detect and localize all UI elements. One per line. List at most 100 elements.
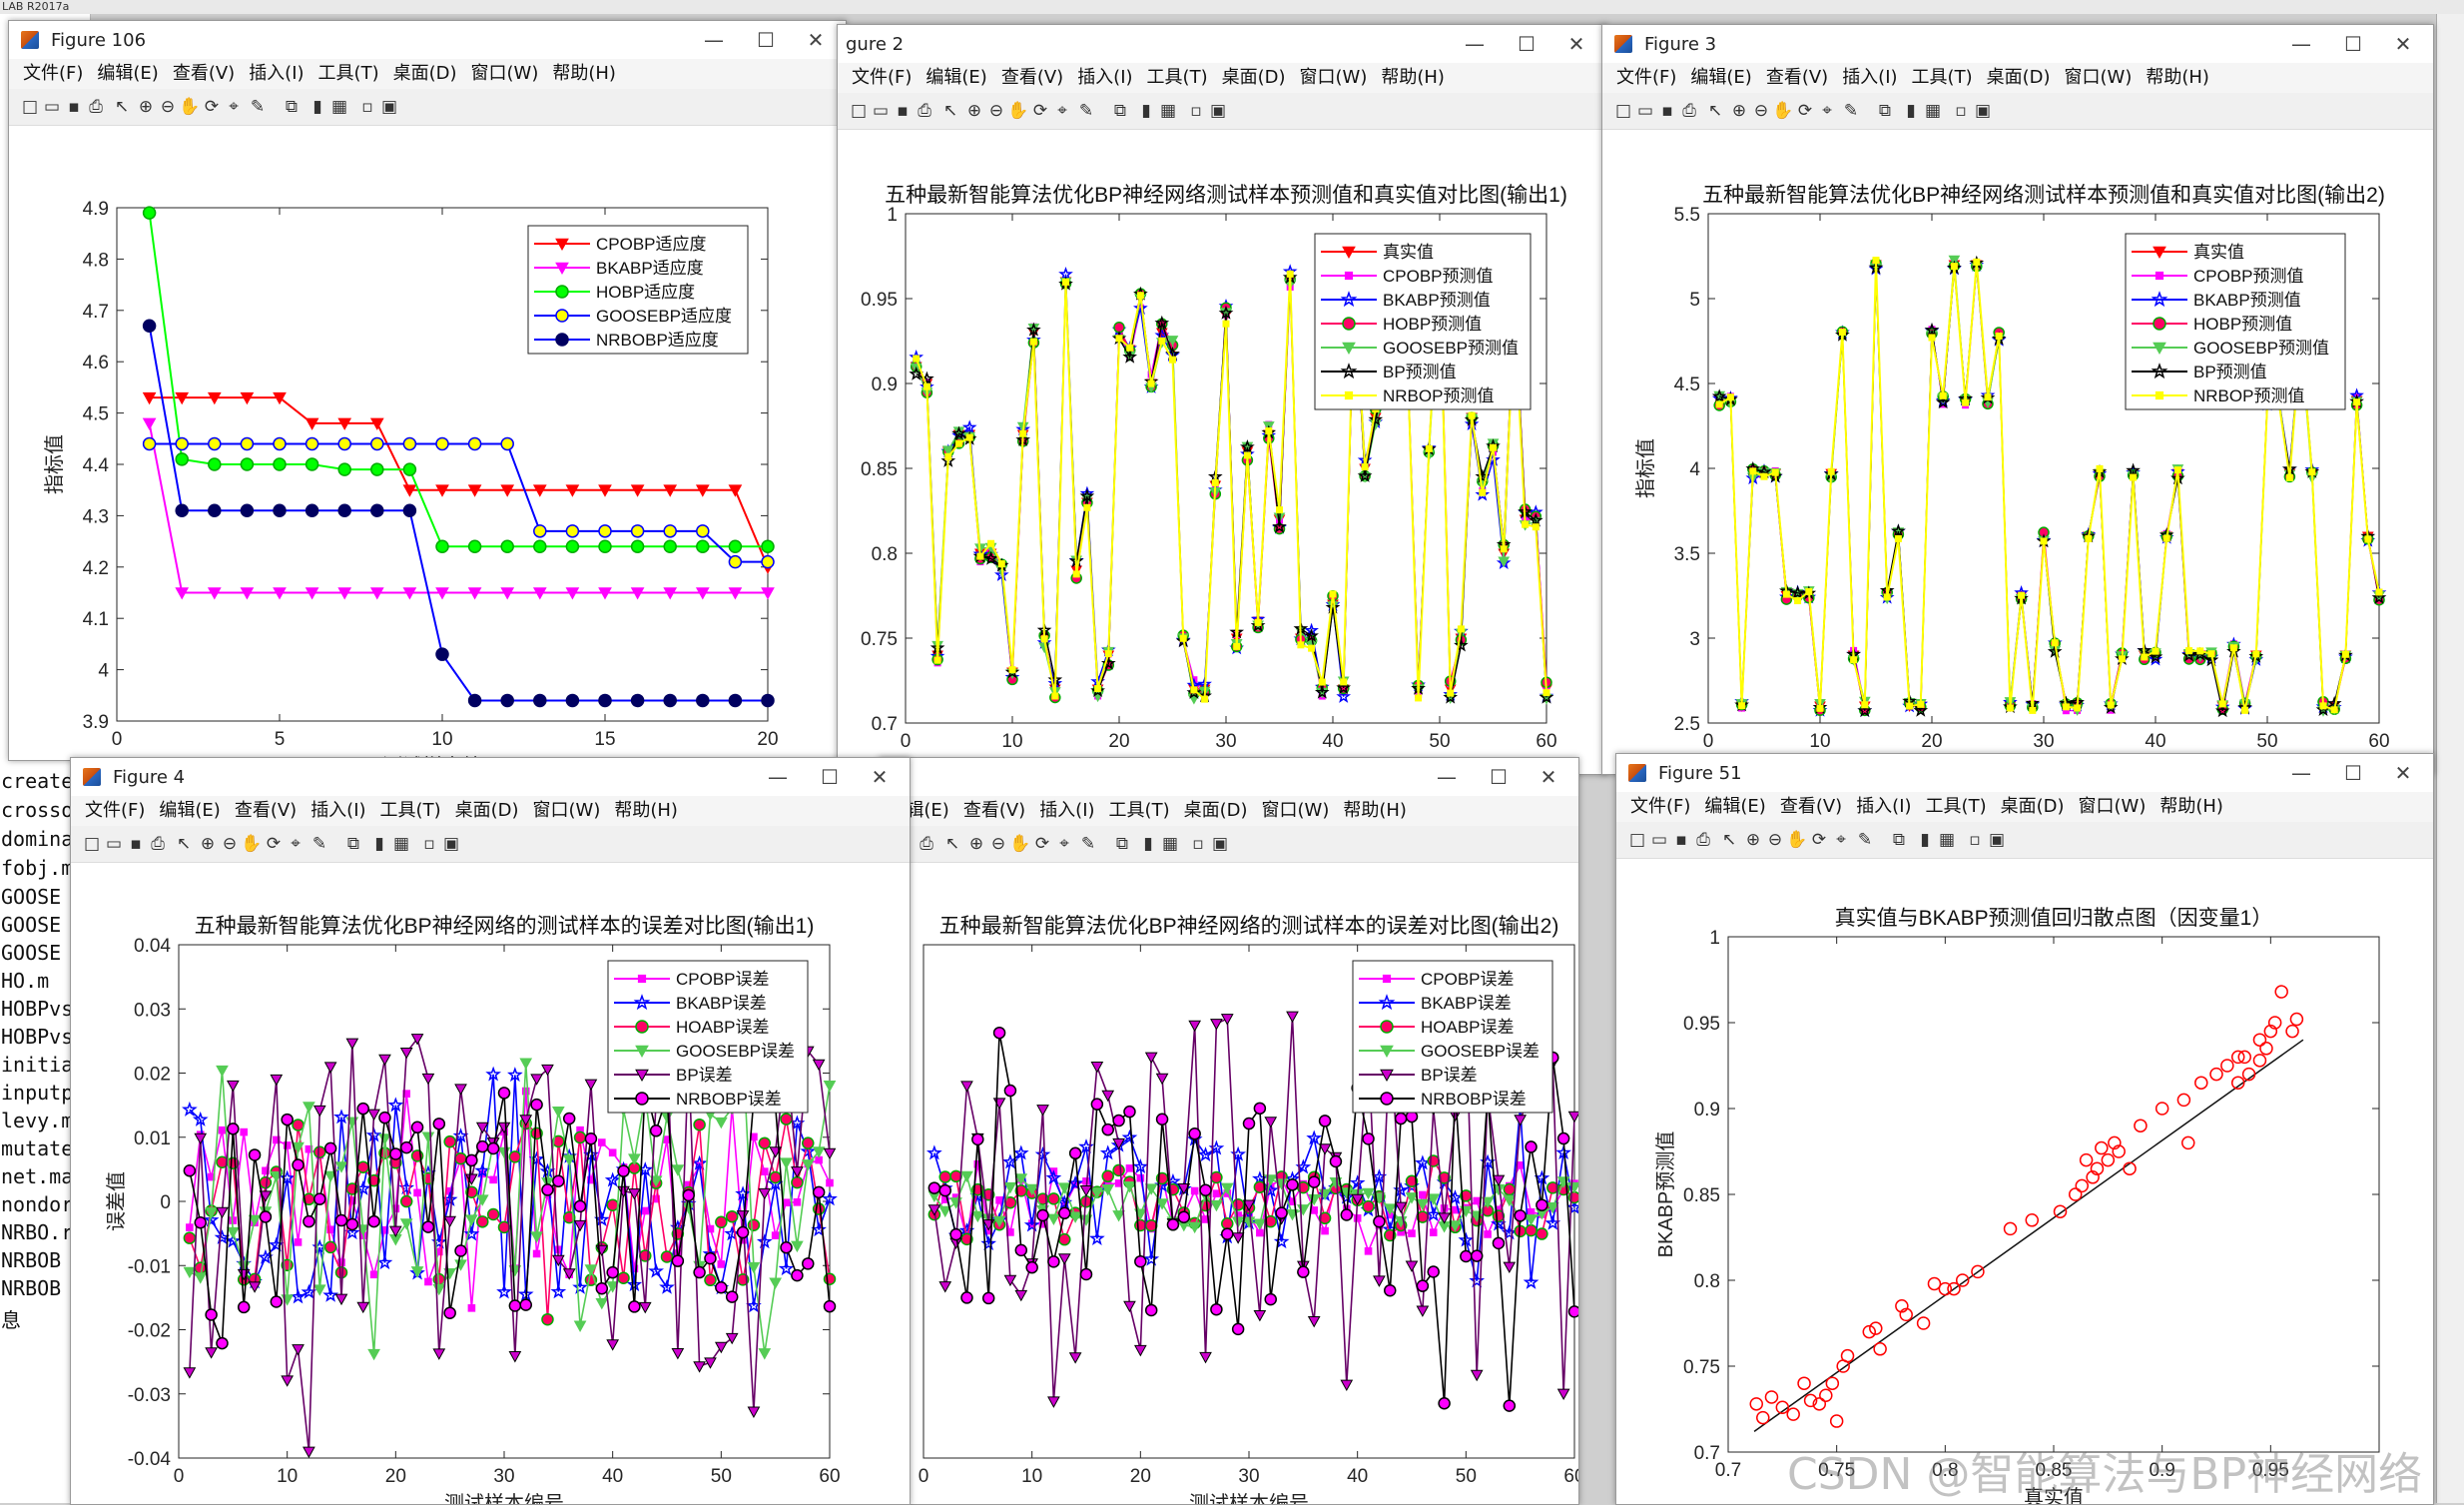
- figure-error2-window[interactable]: — ☐ ✕ 文件(F)编辑(E)查看(V)插入(I)工具(T)桌面(D)窗口(W…: [879, 757, 1579, 1505]
- minimize-icon[interactable]: —: [2291, 32, 2311, 56]
- maximize-icon[interactable]: ☐: [2344, 32, 2362, 56]
- link-icon[interactable]: ⧉: [1115, 834, 1129, 854]
- new-file-icon[interactable]: □: [21, 97, 39, 117]
- colorbar-icon[interactable]: ▮: [1143, 834, 1153, 854]
- pan-icon[interactable]: ✋: [179, 97, 201, 117]
- title-bar[interactable]: gure 2 — ☐ ✕: [838, 25, 1606, 63]
- data-cursor-icon[interactable]: ⌖: [1057, 101, 1067, 121]
- close-icon[interactable]: ✕: [2394, 32, 2412, 56]
- open-icon[interactable]: ▭: [872, 101, 890, 121]
- legend-icon[interactable]: ▦: [1938, 830, 1956, 850]
- figure-2-window[interactable]: gure 2 — ☐ ✕ 文件(F) 编辑(E) 查看(V) 插入(I) 工具(T) 桌面…: [837, 24, 1607, 775]
- menu-bar[interactable]: 文件(F)编辑(E)查看(V)插入(I)工具(T)桌面(D)窗口(W)帮助(H): [880, 796, 1578, 826]
- menu-item[interactable]: 窗口(W): [470, 63, 539, 84]
- menu-item[interactable]: 工具(T): [1911, 67, 1973, 88]
- pan-icon[interactable]: ✋: [1009, 834, 1031, 854]
- workspace-file-item[interactable]: domina: [1, 827, 74, 851]
- pointer-icon[interactable]: ↖: [944, 834, 960, 854]
- hide-icon[interactable]: ▫: [1192, 834, 1204, 854]
- menu-bar[interactable]: 文件(F)编辑(E)查看(V)插入(I)工具(T)桌面(D)窗口(W)帮助(H): [9, 59, 846, 89]
- workspace-file-item[interactable]: nondor: [1, 1192, 74, 1216]
- close-icon[interactable]: ✕: [871, 765, 889, 789]
- figure-4-window[interactable]: Figure 4 — ☐ ✕ 文件(F) 编辑(E) 查看(V) 插入(I) 工具(T)…: [70, 757, 911, 1505]
- colorbar-icon[interactable]: ▮: [1906, 101, 1916, 121]
- figure-106-window[interactable]: Figure 106 — ☐ ✕ 文件(F) 编辑(E) 查看(V) 插入(I) 工具(…: [8, 20, 847, 761]
- workspace-file-item[interactable]: GOOSE: [1, 941, 62, 965]
- toolbar[interactable]: □▭▪⎙↖⊕⊖✋⟳⌖✎⧉▮▦▫▣: [71, 826, 910, 863]
- toolbar[interactable]: □▭▪⎙↖⊕⊖✋⟳⌖✎⧉▮▦▫▣: [880, 826, 1578, 863]
- workspace-file-item[interactable]: HOBPvs: [1, 1025, 74, 1049]
- menu-item[interactable]: 工具(T): [317, 63, 379, 84]
- close-icon[interactable]: ✕: [807, 28, 825, 52]
- menu-item[interactable]: 帮助(H): [552, 63, 616, 84]
- menu-item[interactable]: 插入(I): [310, 800, 366, 821]
- legend-icon[interactable]: ▦: [330, 97, 348, 117]
- menu-item[interactable]: 桌面(D): [2000, 796, 2065, 817]
- title-bar[interactable]: Figure 106 — ☐ ✕: [9, 21, 846, 59]
- menu-item[interactable]: 工具(T): [1925, 796, 1987, 817]
- pointer-icon[interactable]: ↖: [1707, 101, 1723, 121]
- maximize-icon[interactable]: ☐: [821, 765, 839, 789]
- zoom-in-icon[interactable]: ⊕: [138, 97, 154, 117]
- menu-item[interactable]: 插入(I): [1842, 67, 1898, 88]
- minimize-icon[interactable]: —: [1437, 765, 1457, 789]
- zoom-out-icon[interactable]: ⊖: [990, 834, 1006, 854]
- open-icon[interactable]: ▭: [105, 834, 123, 854]
- menu-item[interactable]: 桌面(D): [392, 63, 457, 84]
- menu-item[interactable]: 编辑(E): [925, 67, 987, 88]
- menu-item[interactable]: 帮助(H): [1381, 67, 1445, 88]
- new-file-icon[interactable]: □: [1628, 830, 1646, 850]
- menu-item[interactable]: 窗口(W): [532, 800, 601, 821]
- hide-icon[interactable]: ▫: [361, 97, 373, 117]
- menu-item[interactable]: 查看(V): [1765, 67, 1829, 88]
- print-icon[interactable]: ⎙: [1696, 830, 1710, 850]
- brush-icon[interactable]: ✎: [311, 834, 327, 854]
- menu-item[interactable]: 窗口(W): [1299, 67, 1368, 88]
- rotate-icon[interactable]: ⟳: [1034, 834, 1050, 854]
- figure-51-window[interactable]: Figure 51 — ☐ ✕ 文件(F) 编辑(E) 查看(V) 插入(I) 工具(T…: [1615, 753, 2434, 1505]
- maximize-icon[interactable]: ☐: [1518, 32, 1536, 56]
- show-icon[interactable]: ▣: [1211, 834, 1229, 854]
- workspace-file-item[interactable]: NRBO.r: [1, 1220, 74, 1244]
- data-cursor-icon[interactable]: ⌖: [1059, 834, 1069, 854]
- zoom-in-icon[interactable]: ⊕: [966, 101, 982, 121]
- workspace-file-item[interactable]: 息: [1, 1308, 21, 1332]
- menu-item[interactable]: 桌面(D): [454, 800, 519, 821]
- print-icon[interactable]: ⎙: [920, 834, 933, 854]
- toolbar[interactable]: □▭▪⎙↖⊕⊖✋⟳⌖✎⧉▮▦▫▣: [838, 93, 1606, 130]
- toolbar[interactable]: □▭▪⎙↖⊕⊖✋⟳⌖✎⧉▮▦▫▣: [9, 89, 846, 126]
- rotate-icon[interactable]: ⟳: [266, 834, 282, 854]
- new-file-icon[interactable]: □: [850, 101, 868, 121]
- workspace-file-item[interactable]: HO.m: [1, 969, 50, 993]
- menu-item[interactable]: 窗口(W): [1261, 800, 1330, 821]
- menu-item[interactable]: 帮助(H): [2159, 796, 2223, 817]
- colorbar-icon[interactable]: ▮: [312, 97, 322, 117]
- hide-icon[interactable]: ▫: [423, 834, 435, 854]
- colorbar-icon[interactable]: ▮: [1141, 101, 1151, 121]
- menu-item[interactable]: 插入(I): [1856, 796, 1912, 817]
- new-file-icon[interactable]: □: [1614, 101, 1632, 121]
- menu-item[interactable]: 查看(V): [962, 800, 1026, 821]
- menu-item[interactable]: 插入(I): [249, 63, 305, 84]
- rotate-icon[interactable]: ⟳: [204, 97, 220, 117]
- new-file-icon[interactable]: □: [83, 834, 101, 854]
- brush-icon[interactable]: ✎: [250, 97, 266, 117]
- pan-icon[interactable]: ✋: [1007, 101, 1029, 121]
- menu-item[interactable]: 桌面(D): [1221, 67, 1286, 88]
- workspace-file-item[interactable]: GOOSE: [1, 913, 62, 937]
- colorbar-icon[interactable]: ▮: [1920, 830, 1930, 850]
- maximize-icon[interactable]: ☐: [1490, 765, 1508, 789]
- menu-item[interactable]: 文件(F): [23, 63, 84, 84]
- close-icon[interactable]: ✕: [2394, 761, 2412, 785]
- menu-item[interactable]: 文件(F): [85, 800, 146, 821]
- show-icon[interactable]: ▣: [1988, 830, 2006, 850]
- legend-icon[interactable]: ▦: [1161, 834, 1179, 854]
- zoom-out-icon[interactable]: ⊖: [1767, 830, 1783, 850]
- menu-item[interactable]: 桌面(D): [1183, 800, 1248, 821]
- link-icon[interactable]: ⧉: [1892, 830, 1906, 850]
- hide-icon[interactable]: ▫: [1955, 101, 1967, 121]
- show-icon[interactable]: ▣: [1974, 101, 1992, 121]
- rotate-icon[interactable]: ⟳: [1797, 101, 1813, 121]
- data-cursor-icon[interactable]: ⌖: [229, 97, 239, 117]
- figure-3-window[interactable]: Figure 3 — ☐ ✕ 文件(F) 编辑(E) 查看(V) 插入(I) 工具(T)…: [1601, 24, 2434, 775]
